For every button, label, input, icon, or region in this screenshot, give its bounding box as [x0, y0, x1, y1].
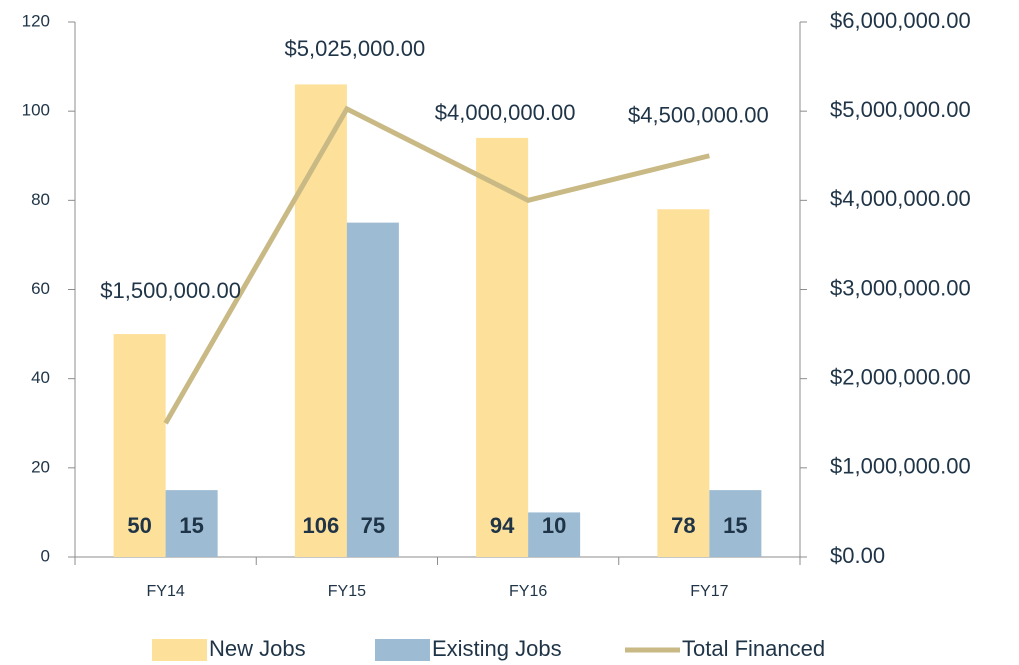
bar — [476, 137, 529, 557]
y2-tick-label: $1,000,000.00 — [830, 454, 971, 479]
x-tick-label: FY14 — [147, 583, 185, 600]
y-tick-label: 20 — [31, 457, 50, 476]
y2-tick-label: $4,000,000.00 — [830, 186, 971, 211]
bar-label: 94 — [490, 513, 515, 538]
y2-tick-label: $6,000,000.00 — [830, 8, 971, 33]
y-tick-label: 120 — [22, 11, 50, 30]
bar-label: 78 — [671, 513, 695, 538]
legend-label: New Jobs — [209, 636, 306, 661]
y-tick-label: 100 — [22, 101, 50, 120]
legend-label: Existing Jobs — [432, 636, 562, 661]
y2-tick-label: $5,000,000.00 — [830, 97, 971, 122]
y2-tick-label: $3,000,000.00 — [830, 275, 971, 300]
bar — [528, 512, 581, 557]
line — [163, 105, 710, 425]
y-tick-label: 40 — [31, 368, 50, 387]
bar-label: 75 — [361, 513, 385, 538]
legend-swatch — [152, 639, 207, 661]
bar — [165, 490, 218, 557]
line-label: $1,500,000.00 — [100, 278, 241, 303]
legend-swatch — [375, 639, 430, 661]
bar-label: 10 — [542, 513, 566, 538]
y-tick-label: 80 — [31, 190, 50, 209]
line-label: $4,500,000.00 — [628, 103, 769, 128]
bar — [346, 222, 399, 557]
bar-label: 15 — [179, 513, 203, 538]
bar-label: 15 — [723, 513, 747, 538]
line-label: $4,000,000.00 — [435, 100, 576, 125]
bar-label: 50 — [127, 513, 151, 538]
x-tick-label: FY17 — [690, 583, 728, 600]
y2-tick-label: $0.00 — [830, 543, 885, 568]
legend-label: Total Financed — [682, 636, 825, 661]
bar — [113, 334, 166, 557]
bar — [709, 490, 762, 557]
x-tick-label: FY15 — [328, 583, 366, 600]
y2-tick-label: $2,000,000.00 — [830, 364, 971, 389]
bar-label: 106 — [303, 513, 340, 538]
bar — [657, 209, 710, 557]
y-tick-label: 0 — [41, 546, 50, 565]
y-tick-label: 60 — [31, 279, 50, 298]
line-label: $5,025,000.00 — [285, 36, 426, 61]
bar — [294, 84, 347, 558]
x-tick-label: FY16 — [509, 583, 547, 600]
